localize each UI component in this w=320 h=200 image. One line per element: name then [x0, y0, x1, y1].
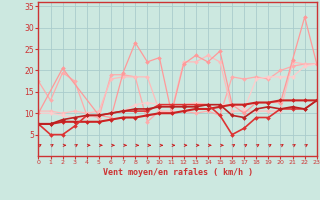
- X-axis label: Vent moyen/en rafales ( km/h ): Vent moyen/en rafales ( km/h ): [103, 168, 252, 177]
